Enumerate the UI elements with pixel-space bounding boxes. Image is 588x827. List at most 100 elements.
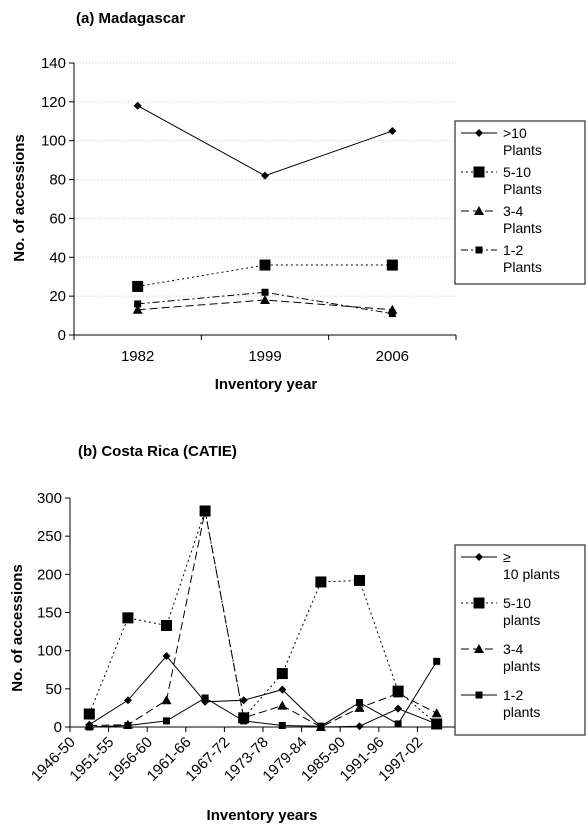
series-b-3-point-1997-02	[431, 708, 442, 718]
series-b-4-point-1991-96	[394, 720, 402, 728]
series-a-2-point-1982	[132, 280, 144, 292]
series-b-1-point-1991-96	[394, 704, 403, 713]
y-tick-label-a-80: 80	[49, 172, 66, 189]
b-legend-box	[454, 544, 586, 736]
y-tick-label-a-0: 0	[58, 327, 66, 344]
series-b-2-point-1951-55	[122, 612, 134, 624]
tick-labels-b: 0501001502002503001946-501951-551956-601…	[28, 490, 426, 785]
y-tick-label-a-20: 20	[49, 288, 66, 305]
series-b-3-point-1985-90	[354, 702, 365, 712]
series-b-2-point-1973-78	[276, 668, 288, 680]
b-legend-label-4: 1-2	[503, 687, 523, 703]
a-legend-label-1-cont: Plants	[503, 142, 542, 158]
b-legend-label-3: 3-4	[503, 641, 523, 657]
series-b-1-point-1967-72	[239, 696, 248, 705]
axes-a	[69, 62, 457, 340]
series-b-3-point-1956-60	[161, 695, 172, 705]
y-tick-label-b-50: 50	[45, 681, 62, 698]
x-axis-label-a: Inventory year	[215, 376, 318, 393]
series-a-1-point-1999	[261, 171, 269, 180]
y-tick-label-a-100: 100	[41, 133, 66, 150]
chart-title-a: (a) Madagascar	[76, 10, 185, 27]
b-legend-label-3-cont: plants	[503, 658, 540, 674]
series-b-4-point-1951-55	[124, 721, 132, 729]
series-b-3-point-1991-96	[393, 688, 404, 698]
a-legend-label-1: >10	[503, 125, 527, 141]
axes-b	[65, 497, 457, 732]
y-tick-label-b-150: 150	[37, 605, 62, 622]
a-legend-marker-4	[475, 246, 483, 254]
series-b-4-point-1973-78	[278, 721, 286, 729]
y-tick-label-b-100: 100	[37, 643, 62, 660]
y-tick-label-a-60: 60	[49, 210, 66, 227]
series-b-2-point-1985-90	[354, 574, 365, 586]
a-legend-label-4: 1-2	[503, 242, 523, 258]
series-b	[83, 505, 443, 731]
y-tick-label-b-0: 0	[54, 719, 62, 736]
tick-labels-a: 0 20 40 60 80 100 120 140 1982 1999 2006	[41, 55, 409, 365]
series-a-line-4	[137, 291, 393, 315]
a-legend-label-2: 5-10	[503, 164, 531, 180]
series-a-4-point-2006	[388, 310, 396, 318]
series-b-3-point-1973-78	[277, 700, 288, 710]
x-tick-label-a-1982: 1982	[121, 348, 154, 365]
y-tick-label-b-200: 200	[37, 566, 62, 583]
b-legend-label-4-cont: plants	[503, 704, 540, 720]
gridlines-a	[74, 62, 456, 297]
series-b-2-point-1956-60	[161, 619, 172, 631]
chart-title-b: (b) Costa Rica (CATIE)	[78, 443, 237, 460]
a-legend-box	[454, 120, 586, 285]
series-b-4-point-1985-90	[356, 699, 363, 707]
series-b-4-point-1956-60	[163, 717, 170, 725]
y-axis-label-b: No. of accessions	[9, 564, 26, 692]
series-b-line-1	[89, 655, 437, 728]
x-axis-label-b: Inventory years	[207, 807, 318, 824]
series-b-1-point-1973-78	[278, 685, 287, 694]
a-legend-marker-3	[474, 206, 484, 215]
y-tick-label-a-120: 120	[41, 94, 66, 111]
madagascar-chart: (a) Madagascar 0 20 40 60 80 100 120 140 1982 199…	[11, 10, 586, 393]
y-tick-label-a-140: 140	[41, 55, 66, 72]
b-legend-label-2: 5-10	[503, 595, 531, 611]
b-legend-marker-3	[474, 644, 484, 653]
x-tick-label-a-1999: 1999	[248, 348, 281, 365]
b-legend-marker-1	[475, 553, 483, 561]
b-legend-label-2-cont: plants	[503, 612, 540, 628]
series-b-4-point-1979-84	[317, 722, 325, 730]
series-b-1-point-1951-55	[123, 696, 132, 705]
series-b-line-4	[89, 661, 438, 728]
y-tick-label-b-250: 250	[37, 528, 62, 545]
series-b-1-point-1956-60	[162, 652, 171, 661]
a-legend-marker-2	[473, 166, 485, 178]
a-legend-label-4-cont: Plants	[503, 259, 542, 275]
b-legend-label-1: ≥	[503, 549, 511, 565]
series-a-4-point-1982	[134, 300, 142, 308]
series-b-4-point-1961-66	[201, 694, 209, 702]
series-a-2-point-1999	[259, 259, 271, 271]
series-a-3-point-1999	[260, 295, 270, 305]
b-legend-label-1-cont: 10 plants	[503, 566, 560, 582]
series-b-line-2	[88, 508, 438, 725]
series-b-4-point-1997-02	[433, 657, 441, 665]
y-tick-label-a-40: 40	[49, 249, 66, 266]
series-b-4-point-1946-50	[85, 723, 93, 731]
y-axis-label-a: No. of accessions	[11, 134, 28, 262]
series-b-4-point-1967-72	[240, 717, 248, 725]
series-a-line-1	[137, 105, 393, 177]
series-a-2-point-2006	[386, 259, 398, 271]
series-a-3-point-1982	[132, 304, 143, 314]
series-b-3-point-1961-66	[200, 505, 211, 515]
series-a-1-point-2006	[388, 127, 397, 135]
a-legend-label-2-cont: Plants	[503, 181, 542, 197]
series-b-line-3	[89, 510, 437, 728]
series-a-1-point-1982	[133, 101, 142, 110]
b-legend-marker-4	[475, 691, 483, 699]
x-tick-label-a-2006: 2006	[376, 348, 409, 365]
y-tick-label-b-300: 300	[37, 490, 62, 507]
costa-rica-chart: (b) Costa Rica (CATIE) 0 50 100 150 200 250 30…	[9, 443, 586, 824]
series-a	[132, 101, 398, 318]
series-b-1-point-1985-90	[355, 722, 364, 731]
